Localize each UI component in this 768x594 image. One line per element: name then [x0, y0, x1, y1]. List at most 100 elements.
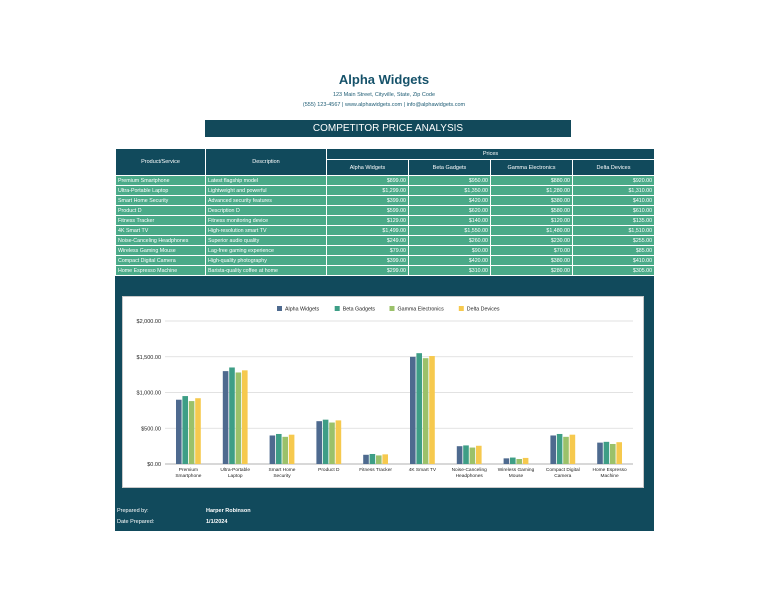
product-cell: Home Espresso Machine: [115, 265, 206, 276]
price-cell: $305.00: [571, 265, 656, 276]
table-row: Premium Smartphone Latest flagship model $…: [115, 175, 656, 186]
price-bar-chart: $0.00 $500.00 $1,000.00 $1,500.00 $2,000.00 P…: [137, 306, 633, 479]
description-cell: Description D: [205, 205, 327, 216]
y-tick-label: $500.00: [141, 426, 161, 432]
price-cell: $1,510.00: [571, 225, 656, 236]
company-name: Alpha Widgets: [338, 72, 430, 87]
price-cell: $79.00: [326, 245, 409, 256]
price-cell: $620.00: [408, 205, 491, 216]
x-tick-label: Home Espresso: [593, 467, 627, 473]
price-cell: $230.00: [490, 235, 573, 246]
table-row: Wireless Gaming Mouse Lag-free gaming exp…: [115, 245, 656, 256]
price-cell: $410.00: [571, 195, 656, 206]
bar: [463, 445, 469, 464]
price-cell: $410.00: [571, 255, 656, 266]
table-row: Fitness Tracker Fitness monitoring device…: [115, 215, 656, 226]
x-tick-label: Noise-Canceling: [452, 467, 488, 473]
bar: [610, 443, 616, 464]
table-row: Smart Home Security Advanced security fea…: [115, 195, 656, 206]
price-cell: $1,480.00: [490, 225, 573, 236]
legend-label: Gamma Electronics: [398, 307, 445, 313]
bar: [416, 353, 422, 464]
product-cell: Fitness Tracker: [115, 215, 206, 226]
price-cell: $399.00: [326, 195, 409, 206]
price-cell: $120.00: [490, 215, 573, 226]
price-cell: $380.00: [490, 255, 573, 266]
product-cell: Product D: [115, 205, 206, 216]
product-cell: Wireless Gaming Mouse: [115, 245, 206, 256]
x-tick-label: 4K Smart TV: [409, 467, 437, 473]
y-tick-label: $1,500.00: [137, 355, 161, 361]
price-cell: $70.00: [490, 245, 573, 256]
table-row: Noise-Canceling Headphones Superior audio…: [115, 235, 656, 246]
bar: [182, 396, 188, 464]
bar: [503, 458, 510, 464]
bar: [188, 401, 195, 464]
x-tick-label: Product D: [318, 467, 340, 473]
x-tick-label: Laptop: [228, 473, 243, 479]
bar: [616, 442, 622, 464]
price-chart: $0.00 $500.00 $1,000.00 $1,500.00 $2,000.00 P…: [122, 296, 644, 488]
table-row: Product D Description D $599.00 $620.00 $580…: [115, 205, 656, 216]
header-competitor: Alpha Widgets: [326, 159, 409, 176]
product-cell: Compact Digital Camera: [115, 255, 206, 266]
price-cell: $255.00: [571, 235, 656, 246]
product-cell: Smart Home Security: [115, 195, 206, 206]
bar: [569, 434, 576, 464]
table-row: Home Espresso Machine Barista-quality cof…: [115, 265, 656, 276]
description-cell: Barista-quality coffee at home: [205, 265, 327, 276]
x-tick-label: Compact Digital: [546, 467, 580, 473]
bar: [235, 372, 242, 464]
report-footer-panel: $0.00 $500.00 $1,000.00 $1,500.00 $2,000.00 P…: [115, 280, 654, 531]
header-description: Description: [205, 148, 327, 176]
price-cell: $260.00: [408, 235, 491, 246]
y-tick-label: $2,000.00: [137, 319, 161, 325]
bar: [329, 422, 335, 464]
price-cell: $140.00: [408, 215, 491, 226]
legend-swatch: [334, 306, 340, 311]
price-cell: $299.00: [326, 265, 409, 276]
legend-swatch: [458, 306, 464, 311]
bar: [282, 436, 288, 464]
legend-swatch: [389, 306, 395, 311]
bar: [376, 455, 382, 464]
x-tick-label: Mouse: [509, 473, 524, 479]
bar: [597, 442, 603, 464]
bar: [603, 441, 610, 464]
x-tick-label: Security: [273, 473, 291, 479]
x-tick-label: Premium: [179, 467, 198, 473]
header-product: Product/Service: [115, 148, 206, 176]
x-tick-label: Smart Home: [269, 467, 296, 473]
product-cell: Premium Smartphone: [115, 175, 206, 186]
bar: [276, 433, 282, 464]
price-cell: $90.00: [408, 245, 491, 256]
header-prices: Prices: [325, 147, 656, 161]
legend-label: Alpha Widgets: [285, 307, 320, 313]
bar: [550, 435, 556, 464]
header-competitor: Delta Devices: [571, 159, 656, 176]
legend-label: Beta Gadgets: [343, 307, 376, 313]
bar: [222, 371, 229, 464]
price-cell: $899.00: [326, 175, 409, 186]
prepared-by-value: Harper Robinson: [206, 508, 251, 514]
bar: [469, 447, 476, 464]
price-table: Product/Service Description Prices Alpha…: [115, 147, 656, 280]
description-cell: Lag-free gaming experience: [205, 245, 327, 256]
price-cell: $420.00: [408, 195, 491, 206]
description-cell: High-resolution smart TV: [205, 225, 327, 236]
x-tick-label: Machine: [601, 473, 619, 479]
bar: [369, 453, 376, 464]
bar: [322, 419, 329, 464]
legend-swatch: [277, 306, 282, 311]
x-tick-label: Headphones: [456, 473, 484, 479]
price-cell: $1,350.00: [408, 185, 491, 196]
y-tick-label: $1,000.00: [137, 391, 161, 397]
date-prepared-label: Date Prepared:: [117, 519, 155, 525]
y-tick-label: $0.00: [147, 462, 161, 468]
price-cell: $249.00: [326, 235, 409, 246]
price-cell: $85.00: [571, 245, 656, 256]
table-row: Ultra-Portable Laptop Lightweight and pow…: [115, 185, 656, 196]
product-cell: 4K Smart TV: [115, 225, 206, 236]
price-cell: $580.00: [490, 205, 573, 216]
header-competitor: Gamma Electronics: [490, 159, 573, 176]
